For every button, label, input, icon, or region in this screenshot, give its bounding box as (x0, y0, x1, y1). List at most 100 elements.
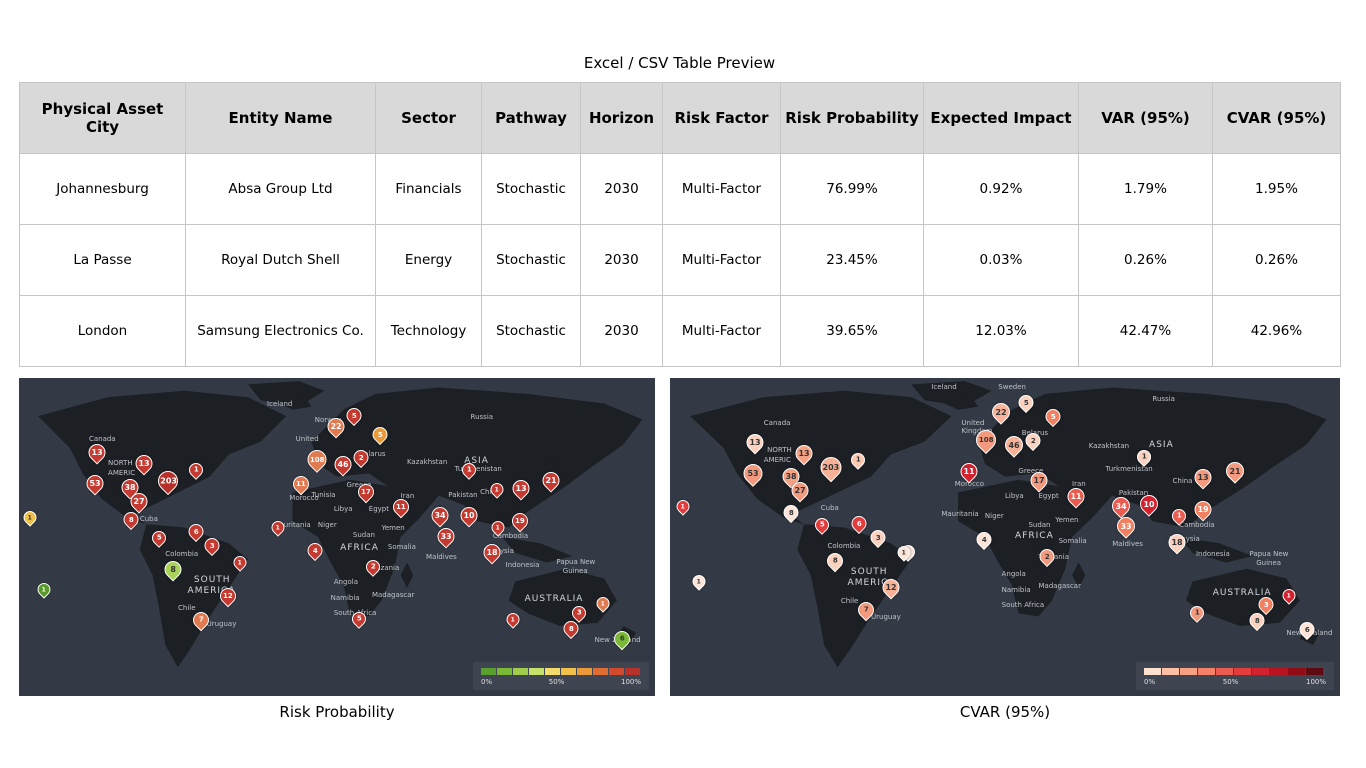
map-marker[interactable]: 2 (350, 447, 372, 469)
map-marker[interactable]: 2 (1022, 429, 1044, 452)
map-marker[interactable]: 5 (349, 609, 370, 629)
map-marker[interactable]: 1 (231, 553, 250, 572)
map-marker[interactable]: 1 (20, 508, 39, 527)
map-marker[interactable]: 1 (268, 518, 288, 537)
map-marker[interactable]: 11 (1063, 484, 1089, 509)
map-marker[interactable]: 11 (290, 473, 313, 496)
map-marker[interactable]: 17 (1026, 468, 1051, 493)
map-marker[interactable]: 1 (488, 518, 508, 537)
header-sector: Sector (375, 82, 482, 154)
map-marker[interactable]: 12 (879, 575, 904, 600)
map-marker[interactable]: 22 (324, 414, 349, 439)
table-row: La Passe Royal Dutch Shell Energy Stocha… (19, 224, 1341, 296)
map-marker[interactable]: 5 (1042, 406, 1064, 428)
risk-probability-map[interactable]: Canada NORTH AMERIC Iceland Norway Russi… (19, 378, 655, 696)
map-marker[interactable]: 1 (894, 543, 914, 562)
cvar-map[interactable]: Canada NORTH AMERIC Iceland Sweden Russi… (670, 378, 1340, 696)
map-marker[interactable]: 8 (160, 557, 185, 582)
map-marker[interactable]: 33 (433, 524, 458, 549)
map-marker[interactable]: 10 (457, 503, 482, 528)
map-marker[interactable]: 8 (560, 617, 582, 639)
map-marker[interactable]: 6 (1296, 619, 1318, 641)
map-marker[interactable]: 11 (957, 459, 982, 484)
map-marker[interactable]: 19 (1191, 497, 1216, 522)
map-marker[interactable]: 46 (1000, 432, 1027, 459)
map-marker[interactable]: 34 (1108, 493, 1134, 519)
map-marker[interactable]: 1 (1168, 505, 1189, 526)
map-marker[interactable]: 18 (480, 540, 505, 565)
map-marker[interactable]: 6 (185, 520, 208, 542)
map-marker[interactable]: 5 (342, 404, 365, 426)
map-marker[interactable]: 203 (815, 452, 846, 483)
table-cell: 0.03% (923, 224, 1079, 296)
map-marker[interactable]: 1 (594, 594, 613, 613)
map-marker[interactable]: 7 (854, 598, 877, 622)
map-marker[interactable]: 2 (363, 556, 384, 577)
table-cell: Energy (375, 224, 482, 296)
map-marker[interactable]: 5 (812, 515, 832, 536)
legend-tick: 50% (548, 678, 565, 686)
map-marker[interactable]: 8 (823, 549, 847, 573)
map-marker[interactable]: 1 (503, 610, 523, 629)
map-marker[interactable]: 21 (1222, 458, 1248, 484)
map-marker[interactable]: 3 (201, 534, 223, 556)
map-marker[interactable]: 12 (216, 584, 239, 608)
map-marker[interactable]: 5 (369, 423, 391, 445)
map-marker[interactable]: 4 (304, 539, 326, 561)
map-marker[interactable]: 1 (848, 450, 869, 470)
map-marker[interactable]: 13 (791, 441, 817, 466)
table-cell: Stochastic (481, 224, 581, 296)
map-marker[interactable]: 203 (154, 466, 183, 496)
map-marker[interactable]: 13 (508, 476, 533, 501)
map-marker[interactable]: 5 (149, 528, 169, 548)
map-marker[interactable]: 21 (538, 468, 563, 493)
map-marker[interactable]: 1 (1133, 446, 1154, 467)
map-marker[interactable]: 22 (988, 399, 1014, 425)
map-marker[interactable]: 46 (330, 452, 355, 477)
map-marker[interactable]: 19 (508, 509, 532, 533)
map-marker[interactable]: 1 (459, 459, 480, 480)
map-marker[interactable]: 108 (972, 425, 1001, 454)
map-marker[interactable]: 1 (186, 459, 207, 480)
map-marker[interactable]: 3 (568, 602, 589, 623)
region-label: Pakistan (1118, 489, 1149, 498)
map-marker[interactable]: 4 (972, 528, 995, 550)
map-marker[interactable]: 1 (34, 580, 53, 599)
map-marker[interactable]: 1 (689, 572, 708, 591)
map-marker[interactable]: 8 (1246, 609, 1268, 631)
map-marker[interactable]: 34 (428, 503, 453, 528)
map-marker[interactable]: 1 (488, 479, 507, 499)
table-cell: Stochastic (481, 295, 581, 367)
map-marker[interactable]: 6 (848, 512, 870, 534)
world-landmass (690, 381, 1327, 668)
world-landmass (38, 381, 643, 668)
map-marker[interactable]: 33 (1112, 513, 1139, 540)
map-marker[interactable]: 8 (120, 509, 142, 531)
header-physical-asset-city: Physical Asset City (19, 82, 186, 154)
map-marker[interactable]: 3 (1255, 593, 1277, 615)
map-marker[interactable]: 2 (1036, 545, 1058, 568)
map-marker[interactable]: 10 (1136, 491, 1162, 517)
map-marker[interactable]: 1 (673, 497, 692, 516)
map-marker[interactable]: 17 (354, 481, 377, 504)
legend-swatch (1234, 668, 1251, 675)
map-marker[interactable]: 1 (1279, 586, 1299, 605)
map-marker[interactable]: 18 (1164, 530, 1189, 555)
map-marker[interactable]: 108 (303, 445, 331, 473)
map-marker[interactable]: 13 (1191, 465, 1216, 490)
map-marker[interactable]: 7 (189, 608, 213, 631)
region-label: ASIA (1149, 440, 1174, 450)
map-marker[interactable]: 13 (131, 451, 156, 476)
map-marker[interactable]: 11 (389, 495, 412, 519)
map-marker[interactable]: 5 (1015, 391, 1037, 413)
map-marker[interactable]: 6 (610, 627, 634, 651)
map-marker[interactable]: 3 (867, 526, 889, 549)
map-marker[interactable]: 13 (85, 440, 110, 465)
map-marker[interactable]: 53 (739, 460, 767, 487)
map-marker[interactable]: 8 (780, 501, 802, 523)
map-marker[interactable]: 13 (743, 430, 768, 455)
map-marker[interactable]: 1 (1186, 602, 1207, 623)
map-marker[interactable]: 27 (127, 489, 152, 514)
map-marker[interactable]: 53 (83, 471, 108, 496)
map-marker[interactable]: 27 (787, 478, 812, 503)
